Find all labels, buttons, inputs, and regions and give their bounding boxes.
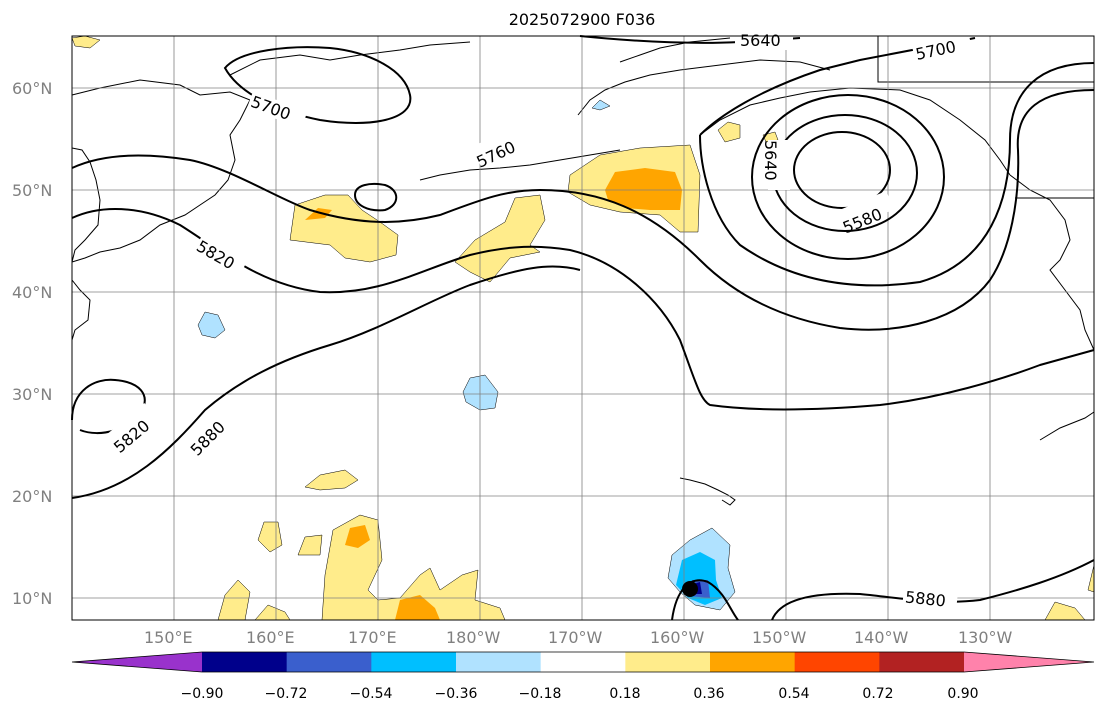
lon-label: 160°W bbox=[650, 628, 705, 647]
field-orange-north-pacific bbox=[605, 168, 682, 210]
map-frame bbox=[71, 35, 1095, 621]
lon-label: 150°W bbox=[752, 628, 807, 647]
field-yellow-south-4 bbox=[217, 579, 251, 621]
field-orange-west bbox=[305, 208, 332, 220]
lon-label: 170°E bbox=[348, 628, 397, 647]
coast-nw-2 bbox=[619, 37, 731, 63]
colorbar-tick-label: 0.18 bbox=[609, 686, 640, 702]
contour-5820 bbox=[71, 207, 1095, 411]
colorbar-tick-label: −0.54 bbox=[350, 686, 393, 702]
field-lightblue-2 bbox=[462, 374, 499, 411]
lon-label: 130°W bbox=[958, 628, 1013, 647]
coast-california bbox=[1039, 411, 1095, 441]
contour-5640 bbox=[751, 94, 945, 260]
contour-5640-top bbox=[579, 35, 801, 44]
lon-label: 180°W bbox=[446, 628, 501, 647]
coast-canada-west bbox=[1009, 174, 1095, 351]
field-yellow-east-edge bbox=[1044, 601, 1086, 621]
coast-asia bbox=[71, 79, 251, 263]
contour-label: 5640 bbox=[761, 140, 780, 181]
field-orange-south-1 bbox=[345, 525, 370, 548]
lat-label: 40°N bbox=[12, 283, 52, 302]
coast-aleutians bbox=[419, 149, 621, 181]
contour-5580-inner bbox=[793, 131, 891, 209]
coast-canada-border bbox=[877, 36, 1094, 83]
field-yellow-west bbox=[289, 194, 399, 263]
lon-label: 160°E bbox=[246, 628, 295, 647]
colorbar-segment bbox=[625, 652, 711, 672]
lon-label: 150°E bbox=[144, 628, 193, 647]
contour-5880-low bbox=[671, 579, 739, 621]
contour-label-group: 5640 5700 5700 5640 5580 5760 5820 5820 … bbox=[104, 27, 972, 613]
colorbar-segment bbox=[879, 652, 965, 672]
colorbar-tick-label: −0.18 bbox=[519, 686, 562, 702]
field-yellow-south-5 bbox=[254, 604, 291, 621]
contour-5760 bbox=[71, 89, 1095, 331]
contour-label: 5880 bbox=[904, 587, 946, 610]
field-yellow-alaska-1 bbox=[717, 121, 741, 143]
colorbar-segment bbox=[964, 652, 1094, 672]
field-orange-south-2 bbox=[395, 595, 440, 620]
coast-nw bbox=[229, 41, 471, 76]
lat-label: 10°N bbox=[12, 589, 52, 608]
colorbar-tick-label: 0.72 bbox=[862, 686, 893, 702]
colorbar-segment bbox=[710, 652, 796, 672]
longitude-labels: 150°E 160°E 170°E 180°W 170°W 160°W 150°… bbox=[144, 628, 1013, 647]
lat-label: 30°N bbox=[12, 385, 52, 404]
lat-label: 50°N bbox=[12, 181, 52, 200]
field-yellow-south-2 bbox=[297, 534, 323, 556]
field-yellow-small-20n bbox=[304, 469, 359, 491]
contour-label: 5700 bbox=[248, 92, 293, 124]
contour-small-loop bbox=[353, 182, 398, 212]
colorbar-segment bbox=[72, 652, 202, 672]
field-lightblue-1 bbox=[197, 311, 226, 339]
colorbar-segment bbox=[794, 652, 880, 672]
graticule bbox=[72, 36, 1094, 620]
contour-label: 5640 bbox=[740, 31, 781, 50]
colorbar-segment bbox=[456, 652, 542, 672]
contour-5880 bbox=[71, 265, 581, 499]
coast-kamchatka bbox=[71, 147, 101, 263]
height-contours bbox=[71, 35, 1095, 621]
colorbar-segment bbox=[371, 652, 457, 672]
lon-label: 140°W bbox=[854, 628, 909, 647]
coast-alaska-south bbox=[699, 87, 1011, 176]
colorbar-tick-label: −0.36 bbox=[435, 686, 478, 702]
colorbar-tick-label: 0.54 bbox=[778, 686, 809, 702]
shaded-fields bbox=[71, 35, 1095, 621]
colorbar-outline bbox=[71, 651, 1095, 673]
field-yellow-south-1 bbox=[257, 521, 283, 553]
colorbar-tick-label: −0.72 bbox=[265, 686, 308, 702]
contour-5700-west bbox=[223, 46, 412, 124]
map-title: 2025072900 F036 bbox=[508, 10, 656, 29]
lon-label: 170°W bbox=[548, 628, 603, 647]
lat-label: 20°N bbox=[12, 487, 52, 506]
field-yellow-nw-corner bbox=[71, 35, 101, 49]
field-lightblue-3 bbox=[591, 99, 611, 111]
latitude-labels: 60°N 50°N 40°N 30°N 20°N 10°N bbox=[12, 79, 52, 608]
field-yellow-east-edge-2 bbox=[1087, 564, 1095, 593]
coast-japan bbox=[71, 279, 91, 341]
colorbar-tick-label: 0.36 bbox=[693, 686, 724, 702]
colorbar-tick-label: 0.90 bbox=[947, 686, 978, 702]
colorbar-tick-label: −0.90 bbox=[181, 686, 224, 702]
colorbar-ticks: −0.90 −0.72 −0.54 −0.36 −0.18 0.18 0.36 … bbox=[181, 686, 979, 702]
lat-label: 60°N bbox=[12, 79, 52, 98]
coast-alaska-west bbox=[577, 59, 831, 116]
low-center-marker bbox=[682, 581, 698, 597]
colorbar bbox=[71, 651, 1095, 673]
colorbar-segment bbox=[540, 652, 626, 672]
colorbar-segment bbox=[286, 652, 372, 672]
colorbar-segment bbox=[202, 652, 288, 672]
coastlines bbox=[71, 36, 1095, 506]
coast-hawaii bbox=[679, 477, 736, 506]
